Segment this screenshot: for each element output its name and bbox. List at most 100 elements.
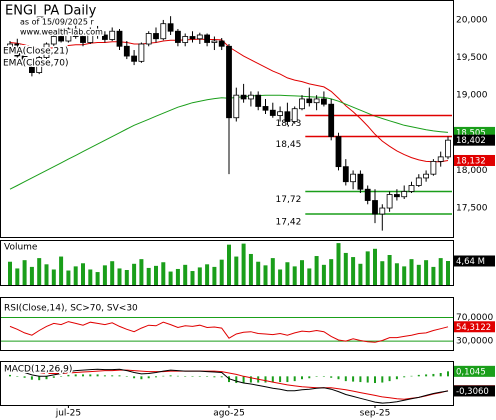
volume-bar	[409, 259, 414, 285]
histogram-bar	[242, 376, 245, 384]
panel-title: MACD(12,26,9)	[4, 365, 72, 375]
histogram-bar	[439, 372, 442, 377]
volume-bar	[380, 261, 385, 285]
histogram-bar	[293, 376, 296, 382]
volume-bar	[373, 248, 377, 285]
candle-body	[364, 188, 371, 201]
volume-bar	[336, 243, 341, 285]
panel-title: Volume	[4, 243, 38, 253]
volume-bar	[300, 260, 304, 285]
y-tick-label: 70,0000	[456, 313, 493, 323]
candle-body	[328, 103, 335, 137]
value-badge-label: 18,505	[456, 128, 486, 138]
volume-bar	[95, 272, 100, 285]
value-badge-label: 0,1045	[456, 367, 486, 377]
histogram-bar	[206, 376, 209, 377]
volume-bar	[37, 258, 42, 285]
candle-body	[189, 36, 196, 40]
candle-body	[306, 98, 313, 104]
volume-bar	[51, 269, 56, 285]
candle-body	[138, 43, 145, 62]
y-tick-label: 20,000	[456, 15, 488, 25]
histogram-bar	[301, 376, 303, 380]
volume-bar	[343, 252, 348, 285]
candle-body	[94, 30, 101, 36]
price-panel	[0, 0, 454, 238]
volume-bar	[117, 268, 122, 285]
candle-body	[299, 98, 305, 110]
candle-body	[65, 28, 72, 42]
annotation: www.wealth-lab.com	[20, 28, 103, 37]
candle-body	[320, 98, 327, 105]
volume-bar	[183, 264, 188, 285]
volume-bar	[263, 265, 268, 285]
level-label: 17,42	[276, 218, 302, 228]
volume-bar	[402, 266, 407, 285]
histogram-bar	[330, 376, 333, 378]
volume-bar	[248, 253, 253, 285]
volume-bar	[438, 258, 443, 285]
volume-bar	[358, 263, 363, 285]
volume-bar	[416, 264, 421, 285]
volume-bar	[124, 270, 129, 285]
volume-bar	[59, 256, 64, 285]
candle-body	[145, 33, 152, 45]
histogram-bar	[118, 375, 121, 377]
value-badge	[454, 154, 495, 166]
x-tick-label: ago-25	[213, 409, 245, 419]
y-tick-label: 18,000	[456, 166, 488, 176]
candle-body	[182, 36, 189, 43]
volume-bar	[212, 266, 217, 285]
histogram-bar	[271, 376, 274, 383]
candle-body	[372, 200, 378, 215]
volume-bar	[132, 263, 137, 285]
candle-body	[437, 156, 444, 162]
candle-body	[350, 173, 357, 183]
volume-bar	[190, 271, 195, 285]
histogram-bar	[279, 376, 282, 383]
histogram-bar	[344, 376, 347, 382]
volume-bar	[285, 262, 290, 285]
indicator-line	[9, 368, 449, 404]
candle-body	[218, 40, 225, 47]
histogram-bar	[213, 376, 216, 378]
histogram-bar	[381, 376, 384, 383]
volume-panel	[0, 240, 454, 286]
histogram-bar	[147, 376, 150, 379]
marks: 20,00019,50019,00018,00017,50018,7318,45…	[1, 15, 495, 419]
histogram-bar	[67, 374, 70, 377]
chart-title: ENGI_PA Daily	[5, 4, 97, 19]
histogram-bar	[9, 374, 11, 377]
candle-body	[415, 177, 422, 186]
candle-body	[116, 30, 123, 47]
candle-body	[240, 94, 247, 100]
rsi-panel	[0, 297, 454, 351]
histogram-bar	[417, 374, 420, 377]
volume-bar	[241, 243, 246, 285]
candle-body	[58, 36, 64, 42]
y-tick-label: 17,500	[456, 204, 488, 214]
volume-bar	[81, 263, 85, 285]
candle-body	[174, 30, 181, 43]
value-badge	[454, 385, 495, 397]
candle-body	[284, 111, 291, 122]
volume-bar	[8, 261, 12, 285]
volume-bar	[88, 269, 93, 285]
candle-body	[313, 98, 320, 104]
histogram-bar	[352, 376, 355, 382]
candle-body	[408, 185, 415, 192]
candle-body	[21, 55, 28, 64]
candle-body	[379, 207, 386, 215]
value-badge-label: 18,132	[456, 156, 486, 166]
candle-body	[262, 106, 269, 111]
volume-bar	[270, 258, 275, 285]
candle-body	[80, 36, 86, 43]
histogram-bar	[30, 376, 33, 380]
volume-bar	[197, 267, 202, 285]
value-badge-label: 54,3122	[456, 323, 491, 333]
histogram-bar	[184, 376, 187, 377]
value-badge-label: 4,64 M	[456, 257, 485, 267]
candle-body	[269, 109, 276, 116]
legend-entry: EMA(Close,21)	[3, 47, 68, 57]
